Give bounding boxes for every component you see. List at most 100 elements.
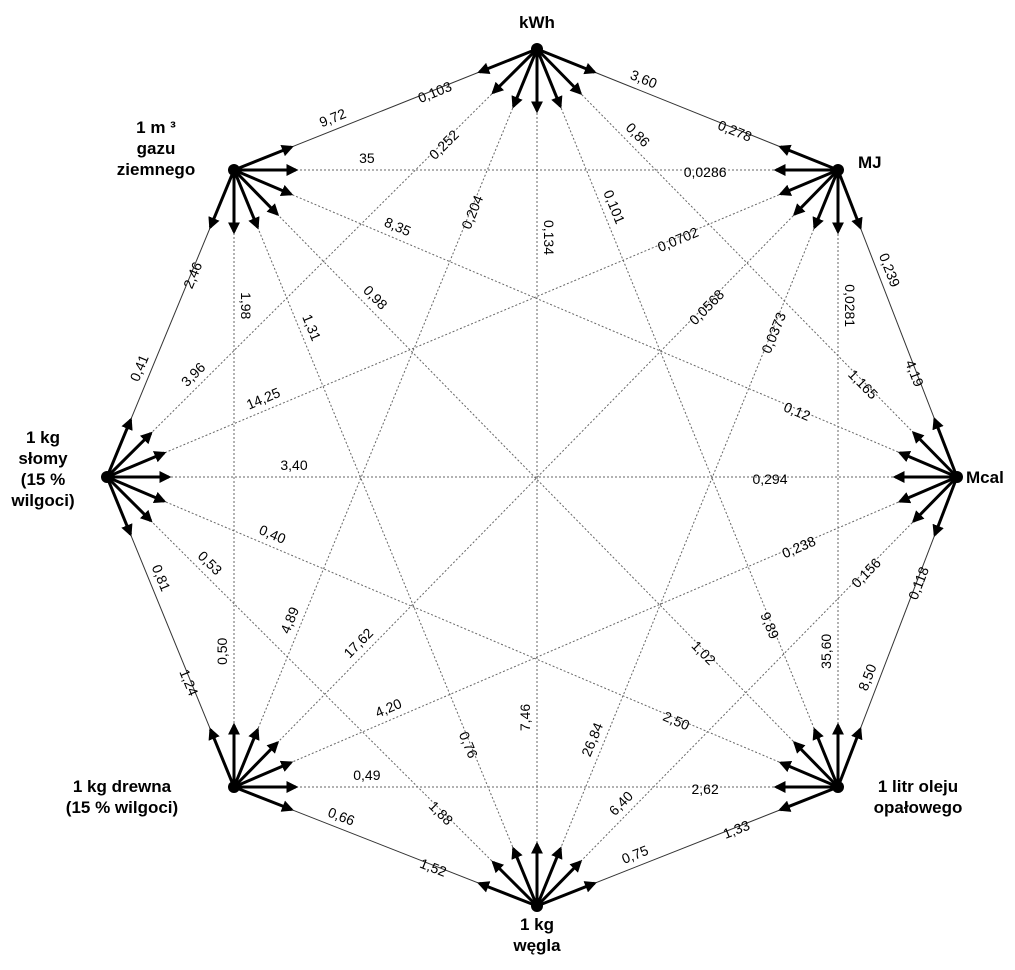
value-olej-to-drewno: 2,62 [691, 781, 718, 797]
value-sloma-to-wegiel: 0,53 [195, 548, 226, 579]
value-drewno-to-gaz: 0,50 [214, 637, 230, 664]
edge-kwh-sloma [106, 48, 538, 478]
arrow-kwh-to-mcal [535, 47, 583, 95]
value-wegiel-to-mj: 26,84 [578, 720, 606, 759]
arrow-kwh-to-drewno [511, 48, 539, 109]
arrow-sloma-to-gaz [105, 417, 133, 478]
value-mcal-to-mj: 4,19 [902, 358, 927, 389]
arrow-sloma-to-wegiel [105, 475, 153, 523]
label-line: gazu [137, 139, 176, 158]
value-mcal-to-kwh: 1,165 [845, 366, 881, 402]
label-line: 1 m ³ [136, 118, 176, 137]
edge-olej-sloma [106, 476, 839, 788]
conversion-arrows [105, 47, 959, 908]
value-mj-to-wegiel: 0,0373 [758, 310, 789, 356]
label-wegiel: 1 kg węgla [512, 915, 561, 955]
unit-nodes [101, 43, 963, 912]
label-sloma: 1 kg słomy (15 % wilgoci) [10, 428, 74, 510]
value-kwh-to-olej: 0,101 [600, 188, 628, 227]
arrow-sloma-to-kwh [105, 431, 153, 479]
label-line: 1 kg [520, 915, 554, 934]
arrow-drewno-to-mcal [233, 760, 294, 789]
arrow-gaz-to-sloma [208, 169, 236, 230]
value-wegiel-to-sloma: 1,88 [426, 798, 457, 829]
value-mcal-to-wegiel: 0,156 [848, 555, 884, 591]
value-olej-to-gaz: 1,02 [688, 637, 719, 668]
label-mj: MJ [858, 153, 882, 172]
arrow-gaz-to-mcal [233, 168, 294, 197]
value-sloma-to-mj: 14,25 [244, 384, 283, 412]
edge-kwh-olej [536, 48, 839, 788]
value-wegiel-to-drewno: 1,52 [418, 855, 449, 880]
arrow-olej-to-kwh [812, 727, 840, 788]
node-mj [832, 164, 844, 176]
value-olej-to-mj: 35,60 [818, 634, 834, 669]
edge-wegiel-gaz [233, 169, 538, 907]
node-mcal [951, 471, 963, 483]
label-line: ziemnego [117, 160, 195, 179]
value-kwh-to-sloma: 0,252 [426, 126, 462, 162]
value-gaz-to-sloma: 2,46 [180, 259, 205, 290]
value-mj-to-gaz: 0,0286 [684, 164, 727, 180]
arrow-sloma-to-drewno [105, 476, 133, 537]
value-mj-to-sloma: 0,0702 [655, 224, 701, 255]
value-wegiel-to-mcal: 6,40 [606, 788, 637, 819]
value-mj-to-kwh: 0,278 [716, 117, 755, 145]
label-kwh: kWh [519, 13, 555, 32]
value-mcal-to-sloma: 0,294 [752, 471, 787, 487]
node-olej [832, 781, 844, 793]
arrow-mj-to-sloma [778, 168, 839, 196]
arrow-mj-to-wegiel [812, 169, 840, 230]
label-line: MJ [858, 153, 882, 172]
label-line: 1 kg [26, 428, 60, 447]
label-line: opałowego [874, 798, 963, 817]
arrow-olej-to-sloma [778, 761, 839, 789]
node-sloma [101, 471, 113, 483]
edge-mj-wegiel [536, 169, 839, 907]
arrow-gaz-to-olej [232, 168, 280, 217]
value-olej-to-kwh: 9,89 [757, 610, 782, 641]
arrow-kwh-to-sloma [491, 47, 539, 95]
edge-wegiel-sloma [106, 476, 538, 907]
value-kwh-to-mcal: 0,86 [623, 119, 654, 150]
arrow-drewno-to-kwh [232, 727, 260, 788]
arrow-wegiel-to-mj [535, 846, 563, 907]
edge-mcal-wegiel [536, 476, 958, 907]
value-mj-to-mcal: 0,239 [876, 251, 904, 290]
arrow-mj-to-mcal [836, 169, 863, 231]
arrow-mj-to-drewno [792, 168, 840, 217]
node-kwh [531, 43, 543, 55]
label-line: (15 % [21, 470, 65, 489]
value-gaz-to-mcal: 8,35 [382, 214, 414, 239]
arrow-drewno-to-sloma [208, 727, 236, 788]
label-line: słomy [18, 449, 68, 468]
arrow-gaz-to-wegiel [232, 169, 260, 230]
edge-kwh-drewno [233, 48, 538, 788]
arrow-olej-to-wegiel [778, 785, 839, 812]
node-wegiel [531, 900, 543, 912]
label-olej: 1 litr oleju opałowego [874, 777, 963, 817]
arrow-kwh-to-olej [535, 48, 563, 109]
node-gaz [228, 164, 240, 176]
arrow-kwh-to-gaz [477, 47, 538, 75]
value-gaz-to-olej: 0,98 [360, 282, 391, 313]
arrow-kwh-to-mj [536, 47, 597, 75]
arrow-mcal-to-gaz [897, 450, 958, 479]
arrow-mcal-to-kwh [911, 431, 959, 479]
arrow-drewno-to-wegiel [233, 785, 294, 812]
label-gaz: 1 m ³ gazu ziemnego [117, 118, 195, 179]
value-kwh-to-drewno: 0,204 [458, 193, 486, 232]
value-olej-to-wegiel: 1,33 [721, 817, 752, 842]
value-mcal-to-gaz: 0,12 [781, 399, 813, 424]
value-kwh-to-gaz: 0,103 [415, 78, 454, 106]
arrow-wegiel-to-drewno [477, 881, 538, 908]
label-line: kWh [519, 13, 555, 32]
value-mj-to-olej: 0,0281 [842, 284, 858, 327]
value-wegiel-to-gaz: 0,76 [456, 729, 481, 760]
label-line: 1 kg drewna [73, 777, 172, 796]
edge-mj-sloma [106, 169, 839, 478]
label-line: Mcal [966, 468, 1004, 487]
label-line: węgla [512, 936, 561, 955]
label-line: 1 litr oleju [878, 777, 958, 796]
